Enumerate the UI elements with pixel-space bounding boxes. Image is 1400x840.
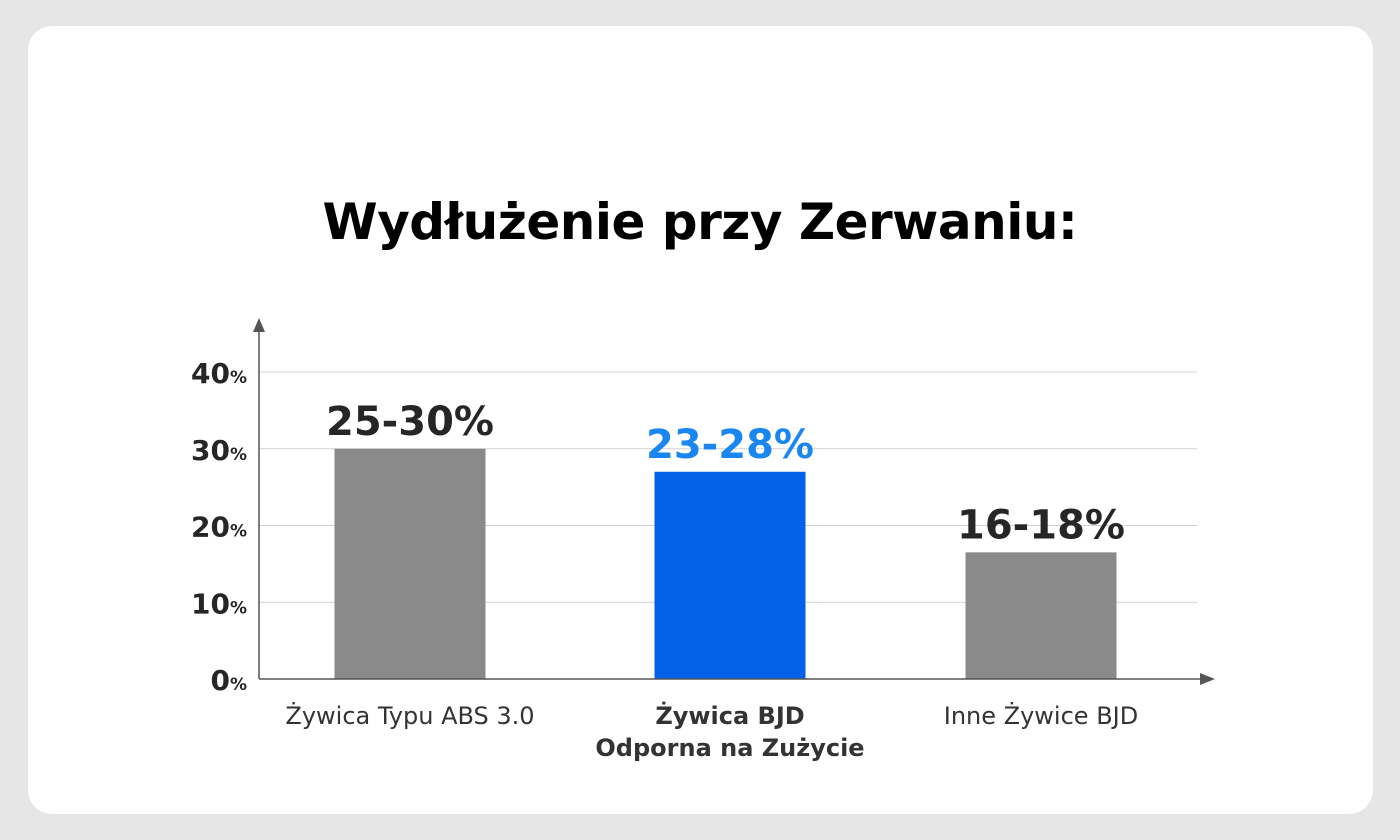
chart-card	[28, 26, 1373, 814]
y-tick-label: 40%	[191, 357, 247, 390]
x-axis-arrow-icon	[1200, 673, 1215, 685]
bar-value-label: 25-30%	[326, 399, 494, 445]
bars	[334, 448, 1117, 679]
bar-value-label: 16-18%	[957, 502, 1125, 548]
bar-3	[965, 552, 1117, 679]
x-category-label: Inne Żywice BJD	[944, 701, 1138, 730]
bar-1	[334, 448, 486, 679]
x-category-label: Odporna na Zużycie	[595, 734, 864, 762]
x-category-label: Żywica Typu ABS 3.0	[285, 701, 534, 730]
y-tick-label: 30%	[191, 434, 247, 467]
y-axis-arrow-icon	[253, 318, 265, 332]
y-tick-label: 0%	[210, 664, 247, 697]
bar-2	[654, 471, 806, 679]
bar-value-label: 23-28%	[646, 422, 814, 468]
axes	[253, 318, 1215, 685]
y-tick-label: 10%	[191, 587, 247, 620]
labels: 0% 10% 20% 30% 40% 25-30% 23-28% 16-18% Żywica T…	[191, 357, 1138, 762]
y-tick-label: 20%	[191, 511, 247, 544]
x-category-label: Żywica BJD	[655, 701, 804, 730]
chart-title: Wydłużenie przy Zerwaniu:	[322, 193, 1078, 251]
